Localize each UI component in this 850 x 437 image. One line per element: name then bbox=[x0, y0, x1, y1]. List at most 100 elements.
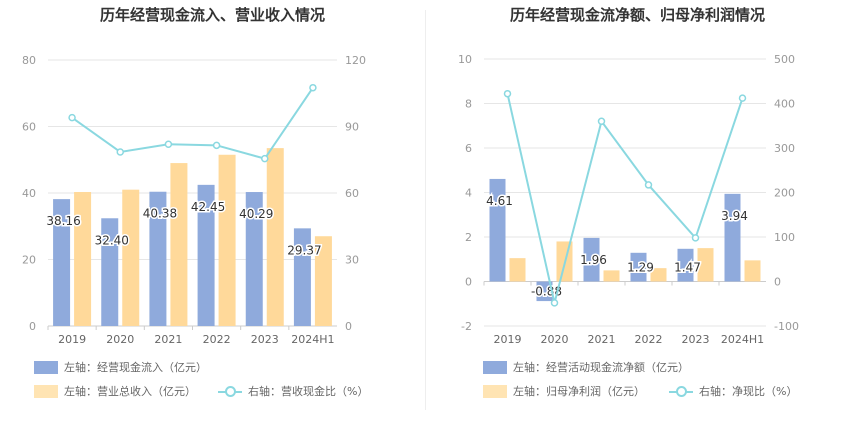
bar-primary bbox=[53, 199, 71, 326]
bar-primary bbox=[724, 193, 741, 282]
panel-divider bbox=[425, 10, 426, 410]
y-left-tick-label: 6 bbox=[465, 142, 472, 155]
legend-label: 左轴：归母净利润（亿元） bbox=[513, 385, 645, 398]
bar-secondary bbox=[122, 189, 140, 326]
y-left-tick-label: 0 bbox=[465, 276, 472, 289]
line-point bbox=[309, 83, 317, 92]
line-point bbox=[691, 234, 700, 242]
y-left-tick-label: -2 bbox=[461, 320, 472, 333]
chart-plot-area: -2 0 2 4 6 8 10 -100 0 100 200 300 400 500 2019 2020 202… bbox=[458, 53, 799, 346]
data-label: 32.40 bbox=[95, 233, 129, 247]
data-label: 29.37 bbox=[287, 243, 321, 257]
bar-primary bbox=[630, 252, 647, 282]
data-label: 1.96 bbox=[580, 253, 607, 267]
bar-primary bbox=[293, 228, 311, 326]
x-tick-label: 2023 bbox=[682, 333, 710, 346]
y-left-tick-label: 0 bbox=[29, 320, 36, 333]
bar-secondary bbox=[697, 248, 714, 282]
x-tick-label: 2020 bbox=[106, 333, 134, 346]
x-tick-label: 2021 bbox=[154, 333, 182, 346]
line-point bbox=[68, 113, 76, 122]
bar-secondary bbox=[74, 192, 92, 326]
data-label: 40.38 bbox=[143, 207, 177, 221]
bar-secondary bbox=[218, 154, 236, 326]
y-right-tick-label: 60 bbox=[345, 187, 359, 200]
line-point bbox=[261, 154, 269, 163]
data-label: 3.94 bbox=[721, 209, 748, 223]
y-right-tick-label: 0 bbox=[774, 276, 781, 289]
bar-primary bbox=[489, 178, 506, 282]
legend-item-revenue[interactable]: 左轴：营业总收入（亿元） bbox=[34, 383, 196, 399]
y-left-tick-label: 40 bbox=[22, 187, 36, 200]
y-left-tick-label: 80 bbox=[22, 54, 36, 67]
chart-title: 历年经营现金流净额、归母净利润情况 bbox=[509, 6, 765, 24]
line-point bbox=[503, 89, 512, 98]
line-point bbox=[738, 94, 747, 102]
line-point bbox=[212, 141, 221, 150]
legend-swatch-bar bbox=[483, 384, 507, 398]
y-right-tick-label: 200 bbox=[774, 187, 795, 200]
bar-primary bbox=[149, 191, 167, 326]
y-right-tick-label: 400 bbox=[774, 98, 795, 111]
legend-swatch-bar bbox=[483, 360, 507, 374]
legend-label: 右轴：净现比（%） bbox=[699, 385, 798, 398]
x-tick-label: 2023 bbox=[251, 333, 279, 346]
y-right-tick-label: 500 bbox=[774, 53, 795, 66]
bar-secondary bbox=[603, 270, 620, 282]
y-right-tick-label: 0 bbox=[345, 320, 352, 333]
legend-label: 左轴：经营现金流入（亿元） bbox=[64, 361, 207, 374]
bar-primary bbox=[583, 237, 600, 282]
x-tick-label: 2020 bbox=[541, 333, 569, 346]
bar-primary bbox=[677, 248, 694, 282]
line-point bbox=[597, 117, 606, 126]
data-label: 4.61 bbox=[486, 194, 513, 208]
legend-label: 左轴：经营活动现金流净额（亿元） bbox=[513, 361, 689, 374]
data-label: 42.45 bbox=[191, 200, 225, 214]
x-tick-label: 2019 bbox=[494, 333, 522, 346]
line-point bbox=[116, 148, 124, 156]
legend-item-net-cash[interactable]: 左轴：经营活动现金流净额（亿元） bbox=[483, 359, 689, 375]
y-left-tick-label: 8 bbox=[465, 98, 472, 111]
data-label: -0.88 bbox=[531, 285, 562, 299]
chart-title: 历年经营现金流入、营业收入情况 bbox=[99, 6, 325, 24]
x-tick-label: 2022 bbox=[635, 333, 663, 346]
y-right-tick-label: -100 bbox=[774, 320, 799, 333]
bar-secondary bbox=[266, 148, 284, 326]
legend-item-cash-ratio[interactable]: 右轴：净现比（%） bbox=[669, 383, 797, 399]
y-left-tick-label: 10 bbox=[458, 53, 472, 66]
legend-swatch-bar bbox=[34, 384, 58, 398]
bar-secondary bbox=[509, 258, 526, 282]
legend-label: 右轴：营收现金比（%） bbox=[248, 385, 369, 398]
x-tick-label: 2022 bbox=[203, 333, 231, 346]
legend-swatch-line bbox=[218, 385, 242, 398]
bar-secondary bbox=[314, 236, 332, 326]
y-right-tick-label: 30 bbox=[345, 254, 359, 267]
x-tick-label: 2024H1 bbox=[721, 333, 764, 346]
legend-label: 左轴：营业总收入（亿元） bbox=[64, 385, 196, 398]
line-point bbox=[550, 299, 559, 307]
line-series bbox=[71, 87, 314, 160]
line-series bbox=[506, 93, 744, 304]
bar-primary bbox=[536, 281, 553, 302]
y-right-tick-label: 300 bbox=[774, 142, 795, 155]
bar-secondary bbox=[650, 268, 667, 282]
x-tick-label: 2019 bbox=[58, 333, 86, 346]
y-right-tick-label: 90 bbox=[345, 121, 359, 134]
legend-swatch-bar bbox=[34, 360, 58, 374]
data-label: 40.29 bbox=[239, 207, 273, 221]
line-point bbox=[644, 181, 653, 189]
legend-item-ratio[interactable]: 右轴：营收现金比（%） bbox=[218, 383, 368, 399]
y-left-tick-label: 60 bbox=[22, 121, 36, 134]
data-label: 1.47 bbox=[674, 261, 701, 275]
legend-item-net-profit[interactable]: 左轴：归母净利润（亿元） bbox=[483, 383, 645, 399]
y-left-tick-label: 4 bbox=[465, 187, 472, 200]
chart-panel-left: 历年经营现金流入、营业收入情况 0 20 40 60 80 0 30 60 90 120 2019 2… bbox=[22, 6, 368, 399]
data-label: 1.29 bbox=[627, 261, 654, 275]
legend-item-inflow[interactable]: 左轴：经营现金流入（亿元） bbox=[34, 359, 207, 375]
bar-primary bbox=[101, 218, 119, 326]
bar-primary bbox=[245, 192, 263, 326]
y-left-tick-label: 20 bbox=[22, 254, 36, 267]
bar-secondary bbox=[744, 260, 761, 282]
y-left-tick-label: 2 bbox=[465, 231, 472, 244]
bar-primary bbox=[197, 184, 215, 326]
